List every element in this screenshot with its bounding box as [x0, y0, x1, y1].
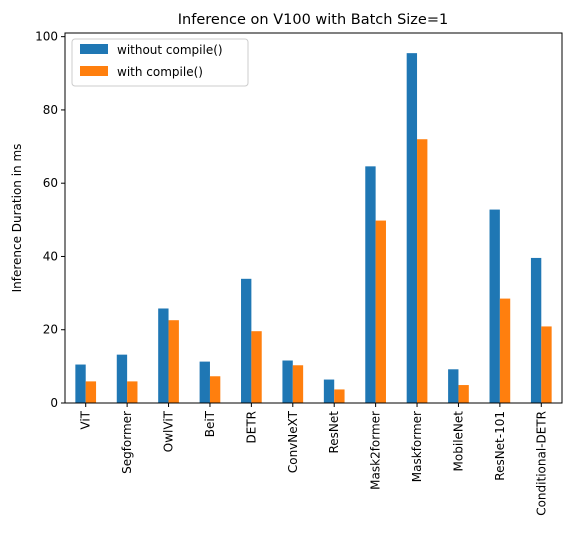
x-axis: ViT Segformer OwlViT BeiT DETR ConvNeXT ResNet…	[79, 403, 548, 516]
bar-with-compile-resnet	[334, 389, 345, 403]
bar-without-compile-segformer	[116, 354, 128, 403]
x-tick-label-owlvit: OwlViT	[162, 410, 176, 452]
bar-with-compile-owlvit	[168, 320, 179, 403]
x-tick-label-convnext: ConvNeXT	[286, 410, 300, 473]
y-tick-label: 60	[43, 176, 58, 190]
bar-with-compile-resnet-101	[499, 298, 511, 403]
y-axis-label: Inference Duration in ms	[10, 144, 24, 293]
bar-with-compile-convnext	[292, 365, 304, 403]
x-tick-label-maskformer: Maskformer	[410, 411, 424, 482]
x-tick-label-detr: DETR	[244, 411, 258, 444]
legend-label-with-compile: with compile()	[117, 65, 203, 79]
chart-title: Inference on V100 with Batch Size=1	[178, 12, 448, 28]
bar-without-compile-detr	[241, 278, 252, 403]
y-tick-label: 40	[43, 249, 58, 263]
legend: without compile() with compile()	[71, 38, 249, 87]
x-tick-label-beit: BeiT	[203, 410, 217, 437]
bar-with-compile-vit	[85, 381, 97, 403]
x-tick-label-conditional-detr: Conditional-DETR	[534, 411, 548, 516]
bar-with-compile-detr	[251, 331, 262, 403]
bar-without-compile-mobilenet	[448, 369, 459, 403]
x-tick-label-resnet: ResNet	[327, 411, 341, 454]
y-tick-label: 100	[35, 30, 58, 44]
legend-label-without-compile: without compile()	[117, 43, 223, 57]
bar-without-compile-maskformer	[406, 53, 418, 404]
y-axis: 0 20 40 60 80 100	[35, 30, 65, 410]
bar-without-compile-beit	[199, 361, 210, 403]
bar-without-compile-vit	[75, 364, 86, 403]
legend-box	[71, 38, 249, 87]
bar-with-compile-maskformer	[417, 139, 428, 404]
y-tick-label: 0	[50, 396, 58, 410]
bar-without-compile-conditional-detr	[530, 257, 542, 403]
bar-with-compile-segformer	[127, 381, 138, 403]
bars-layer	[75, 53, 552, 404]
bar-without-compile-mask2former	[365, 166, 376, 403]
bar-with-compile-mobilenet	[458, 385, 469, 403]
y-tick-label: 20	[43, 323, 58, 337]
x-tick-label-mask2former: Mask2former	[369, 411, 383, 490]
x-tick-label-mobilenet: MobileNet	[451, 411, 465, 472]
plot-frame	[64, 32, 563, 404]
y-tick-label: 80	[43, 103, 58, 117]
legend-swatch-without-compile	[80, 44, 108, 54]
legend-swatch-with-compile	[80, 66, 108, 76]
bar-with-compile-mask2former	[375, 220, 386, 403]
bar-without-compile-owlvit	[158, 308, 169, 403]
x-tick-label-resnet-101: ResNet-101	[493, 411, 507, 481]
bar-with-compile-beit	[209, 376, 221, 403]
bar-without-compile-convnext	[282, 360, 293, 403]
x-tick-label-segformer: Segformer	[120, 411, 134, 474]
x-tick-label-vit: ViT	[79, 410, 93, 429]
bar-without-compile-resnet	[323, 379, 335, 403]
bar-without-compile-resnet-101	[489, 209, 500, 403]
bar-with-compile-conditional-detr	[541, 326, 552, 403]
